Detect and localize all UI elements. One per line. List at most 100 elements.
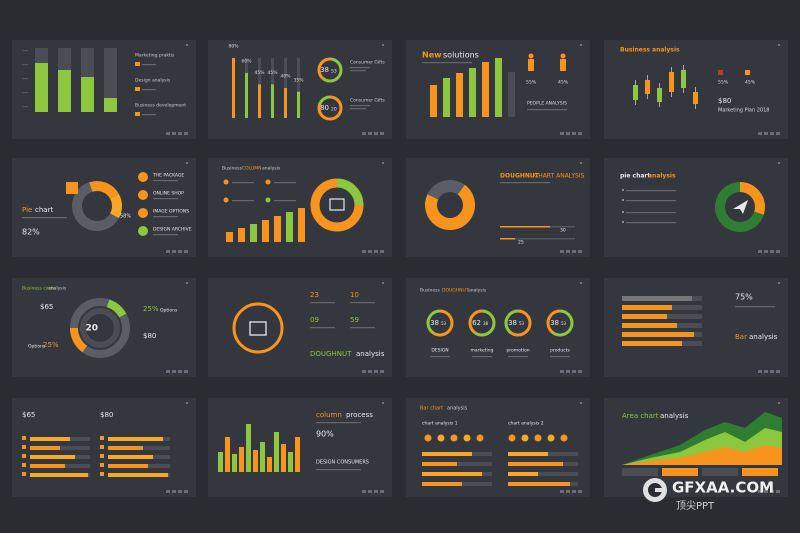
line: [350, 67, 370, 69]
slide: [12, 158, 196, 257]
label: analysis: [749, 333, 778, 341]
label: process: [346, 411, 373, 419]
line: [626, 222, 676, 224]
box-icon: [249, 321, 267, 336]
nav-icon: [776, 490, 780, 493]
candle: [681, 70, 686, 88]
line: [350, 327, 375, 329]
slide: [208, 158, 392, 257]
bar: [30, 455, 75, 459]
ring-segment: [72, 181, 122, 232]
dot: [622, 189, 624, 191]
slice: [66, 182, 78, 194]
bar: [622, 305, 672, 310]
label: $80: [100, 411, 113, 419]
ring-segment: [546, 309, 574, 337]
bar: [108, 437, 163, 441]
bar: [430, 85, 437, 117]
nav-icon: [380, 132, 384, 135]
dot: [265, 179, 271, 185]
icon: [718, 70, 723, 75]
nav-icon: [770, 250, 774, 253]
nav-icon: [374, 250, 378, 253]
nav-icon: [362, 370, 366, 373]
box-icon: [329, 198, 345, 211]
nav-icon: [368, 490, 372, 493]
nav-icon: [560, 132, 564, 135]
nav-icon: [178, 490, 182, 493]
nav-icon: [572, 132, 576, 135]
label: IMAGE OPTIONS: [153, 209, 189, 215]
bar: [288, 452, 293, 472]
dot: [534, 434, 542, 442]
icon: [22, 436, 26, 440]
icon: [100, 445, 104, 449]
icon: [22, 445, 26, 449]
bar: [245, 73, 248, 118]
label: Bar: [735, 333, 747, 341]
nav-icon: [770, 370, 774, 373]
line: [142, 114, 156, 116]
bar: [81, 77, 94, 112]
logo-bar: [655, 488, 663, 492]
page-mark: [580, 282, 582, 284]
dot: [223, 179, 229, 185]
icon: [22, 472, 26, 476]
line: [430, 356, 450, 358]
label: Area chart: [622, 412, 659, 420]
line: [232, 182, 254, 184]
person-body: [560, 59, 566, 71]
bar: [239, 447, 244, 472]
dot: [223, 197, 229, 203]
nav-icon: [184, 490, 188, 493]
label: chart analysis 2: [508, 421, 544, 427]
bar: [495, 58, 502, 117]
label: DOUGHNUT: [310, 350, 352, 358]
person-head: [528, 53, 534, 59]
nav-icon: [374, 370, 378, 373]
bar: [422, 462, 457, 466]
person-body: [528, 59, 534, 71]
nav-icon: [566, 132, 570, 135]
nav-icon: [578, 370, 582, 373]
bar: [250, 224, 257, 242]
dot: [560, 434, 568, 442]
bar: [422, 482, 462, 486]
ring-segment: [317, 95, 343, 121]
label: 10: [350, 291, 359, 299]
icon: [100, 454, 104, 458]
line: [232, 200, 254, 202]
bar: [225, 437, 230, 472]
candle: [645, 80, 650, 94]
label: 40%: [280, 74, 291, 80]
bar-bg: [104, 48, 117, 112]
dot: [450, 434, 458, 442]
nav-icon: [166, 250, 170, 253]
page-mark: [580, 162, 582, 164]
area: [622, 445, 782, 465]
label: ONLINE SHOP: [153, 191, 184, 197]
label: analysis: [262, 166, 281, 172]
ring-segment: [426, 309, 454, 337]
icon: [22, 454, 26, 458]
nav-icon: [184, 370, 188, 373]
line: [316, 469, 361, 471]
nav-icon: [572, 370, 576, 373]
label: Business development: [135, 103, 186, 109]
item-icon: [138, 190, 148, 200]
label: column: [316, 411, 342, 419]
label: 53: [441, 321, 447, 326]
label: analysis: [447, 406, 468, 412]
page-mark: [580, 44, 582, 46]
nav-icon: [560, 250, 564, 253]
ring-segment: [715, 182, 765, 232]
page-mark: [778, 44, 780, 46]
label: PEOPLE ANALYSIS: [527, 101, 567, 107]
bar: [218, 452, 223, 472]
nav-icon: [368, 132, 372, 135]
nav-icon: [172, 132, 176, 135]
bar-bg: [508, 472, 578, 476]
label: DESIGN: [431, 348, 448, 354]
page-mark: [186, 402, 188, 404]
dot: [521, 434, 529, 442]
